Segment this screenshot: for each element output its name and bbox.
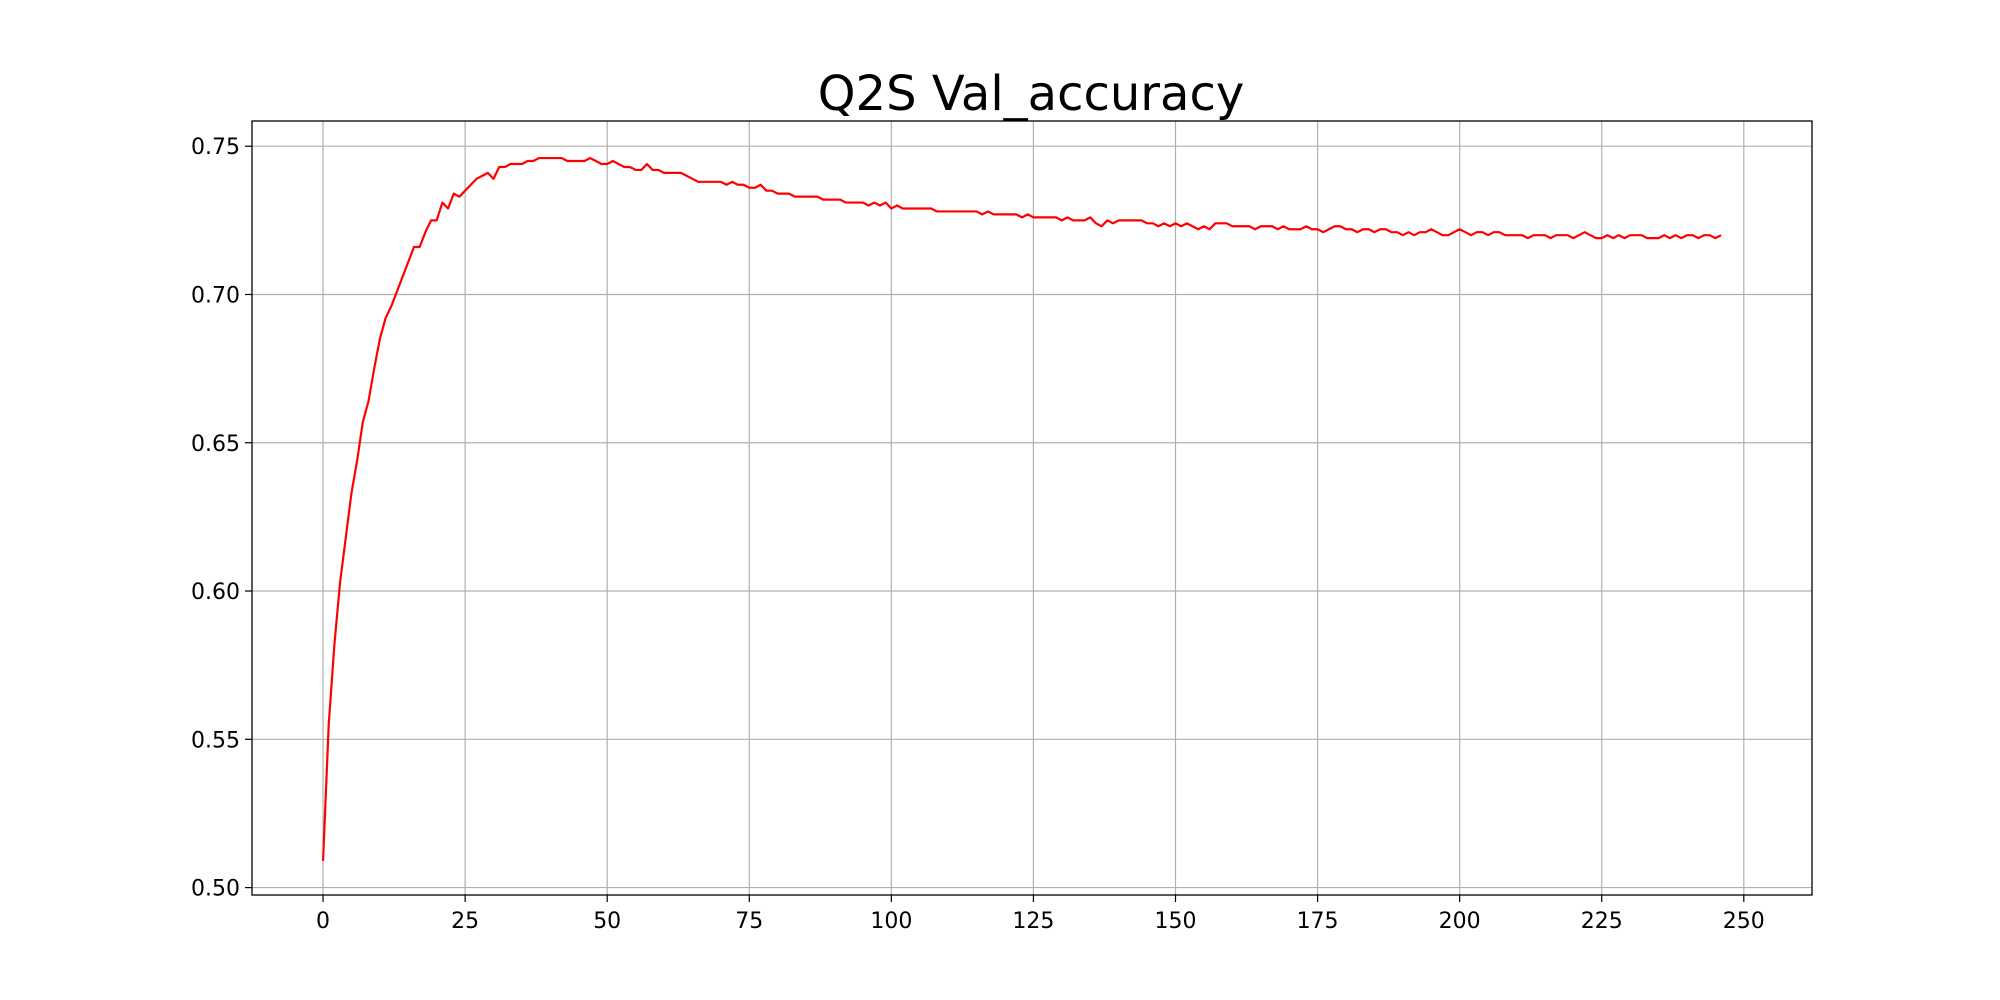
x-tick-label: 75 xyxy=(735,909,763,934)
y-tick-label: 0.75 xyxy=(191,135,240,160)
x-tick-label: 25 xyxy=(451,909,479,934)
y-tick-label: 0.70 xyxy=(191,283,240,308)
y-axis: 0.50 0.55 0.60 0.65 0.70 0.75 xyxy=(191,135,252,902)
y-tick-label: 0.55 xyxy=(191,728,240,753)
x-tick-label: 100 xyxy=(870,909,912,934)
x-tick-label: 125 xyxy=(1012,909,1054,934)
chart-title: Q2S Val_accuracy xyxy=(818,66,1244,122)
x-tick-label: 250 xyxy=(1723,909,1765,934)
y-tick-label: 0.50 xyxy=(191,877,240,902)
x-tick-label: 225 xyxy=(1581,909,1623,934)
series-line-val-accuracy xyxy=(321,156,1722,861)
x-tick-label: 150 xyxy=(1154,909,1196,934)
x-tick-label: 50 xyxy=(593,909,621,934)
x-tick-label: 200 xyxy=(1439,909,1481,934)
series-layer xyxy=(321,156,1722,861)
grid xyxy=(252,121,1812,895)
x-axis: 0 25 50 75 100 125 150 175 200 225 250 xyxy=(316,895,1765,934)
plot-frame xyxy=(251,120,1813,896)
x-tick-label: 0 xyxy=(316,909,330,934)
y-tick-label: 0.60 xyxy=(191,580,240,605)
y-tick-label: 0.65 xyxy=(191,432,240,457)
x-tick-label: 175 xyxy=(1297,909,1339,934)
